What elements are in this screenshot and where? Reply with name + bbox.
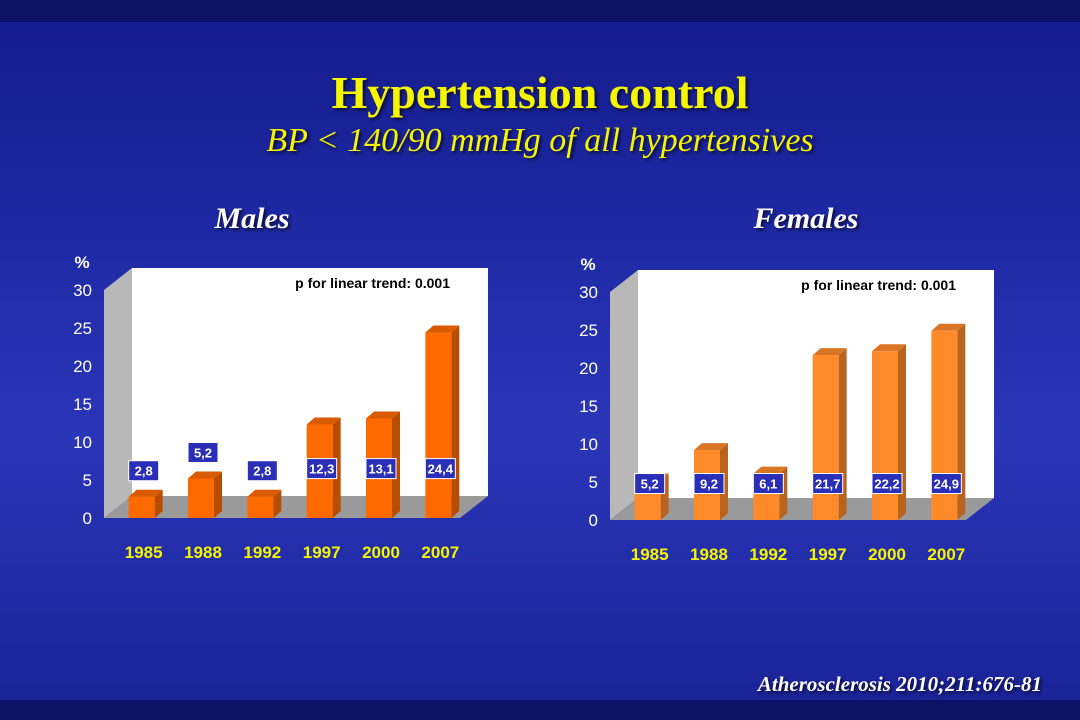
females-panel-title: Females: [753, 202, 859, 235]
y-tick-label: 15: [73, 395, 92, 414]
value-label: 13,1: [368, 462, 393, 477]
value-label-box: [365, 458, 397, 480]
bar-top: [694, 443, 728, 451]
bar-top: [753, 466, 788, 474]
value-label-box: [930, 473, 962, 495]
value-label-box: [187, 441, 219, 463]
value-label: 21,7: [815, 477, 840, 492]
bar-top: [931, 323, 966, 331]
bar-top: [812, 348, 847, 356]
plot-side-wall: [610, 270, 638, 520]
x-category-label: 1988: [184, 543, 222, 562]
x-category-label: 1992: [243, 543, 281, 562]
value-label-box: [693, 473, 725, 495]
slide-subtitle: BP < 140/90 mmHg of all hypertensives: [266, 122, 814, 159]
bar-1992: [247, 496, 274, 518]
bar-1997: [812, 355, 839, 520]
y-tick-label: 20: [579, 359, 598, 378]
y-tick-label: 5: [83, 471, 92, 490]
value-label-box: [634, 473, 666, 495]
y-tick-label: 5: [589, 473, 598, 492]
value-label: 2,8: [135, 464, 153, 479]
bar-1988: [188, 478, 214, 518]
bar-2000: [872, 351, 898, 520]
bar-top: [128, 489, 163, 497]
y-tick-label: 20: [73, 357, 92, 376]
x-category-label: 1997: [303, 543, 341, 562]
value-label-box: [871, 473, 903, 495]
y-tick-label: 30: [73, 281, 92, 300]
value-label: 2,8: [253, 464, 271, 479]
bottom-band: [0, 700, 1080, 720]
citation: Atherosclerosis 2010;211:676-81: [757, 672, 1042, 696]
value-label: 22,2: [874, 477, 899, 492]
bar-top: [872, 344, 906, 352]
trend-annotation: p for linear trend: 0.001: [801, 277, 956, 293]
bar-top: [425, 325, 460, 333]
x-category-label: 2007: [421, 543, 459, 562]
y-tick-label: 30: [579, 283, 598, 302]
value-label-box: [752, 473, 784, 495]
value-label-box: [306, 458, 338, 480]
y-tick-label: 25: [73, 319, 92, 338]
slide-title: Hypertension control: [331, 67, 749, 118]
y-tick-label: 0: [83, 509, 92, 528]
bar-side: [273, 489, 282, 518]
value-label: 6,1: [759, 477, 777, 492]
y-tick-label: 0: [589, 511, 598, 530]
bar-side: [838, 348, 847, 520]
y-axis-label: %: [74, 253, 89, 272]
x-category-label: 2007: [927, 545, 965, 564]
bar-side: [154, 489, 163, 518]
value-label: 24,4: [428, 462, 454, 477]
bar-side: [214, 471, 222, 518]
y-tick-label: 10: [579, 435, 598, 454]
top-band: [0, 0, 1080, 22]
x-category-label: 1985: [125, 543, 163, 562]
value-label: 24,9: [934, 477, 959, 492]
value-label-box: [424, 458, 456, 480]
y-tick-label: 25: [579, 321, 598, 340]
value-label-box: [246, 460, 278, 482]
x-category-label: 1997: [809, 545, 847, 564]
value-label: 9,2: [700, 477, 718, 492]
y-axis-label: %: [580, 255, 595, 274]
x-category-label: 2000: [868, 545, 906, 564]
x-category-label: 1988: [690, 545, 728, 564]
bar-1985: [128, 496, 155, 518]
x-category-label: 1992: [749, 545, 787, 564]
y-tick-label: 15: [579, 397, 598, 416]
value-label: 5,2: [194, 445, 212, 460]
bar-top: [366, 411, 400, 419]
males-panel-title: Males: [214, 202, 290, 235]
value-label: 5,2: [641, 477, 659, 492]
value-label-box: [812, 473, 844, 495]
plot-side-wall: [104, 268, 132, 518]
x-category-label: 2000: [362, 543, 400, 562]
trend-annotation: p for linear trend: 0.001: [295, 275, 450, 291]
bar-side: [957, 323, 966, 520]
bar-top: [188, 471, 222, 479]
value-label: 12,3: [309, 462, 334, 477]
y-tick-label: 10: [73, 433, 92, 452]
bar-top: [306, 417, 341, 425]
bar-top: [247, 489, 282, 497]
males-chart: 0 5 10 15 20 25 30% p for linear trend: 0.001 2,…: [73, 253, 488, 562]
bar-2007: [425, 332, 452, 518]
x-category-label: 1985: [631, 545, 669, 564]
value-label-box: [128, 460, 160, 482]
